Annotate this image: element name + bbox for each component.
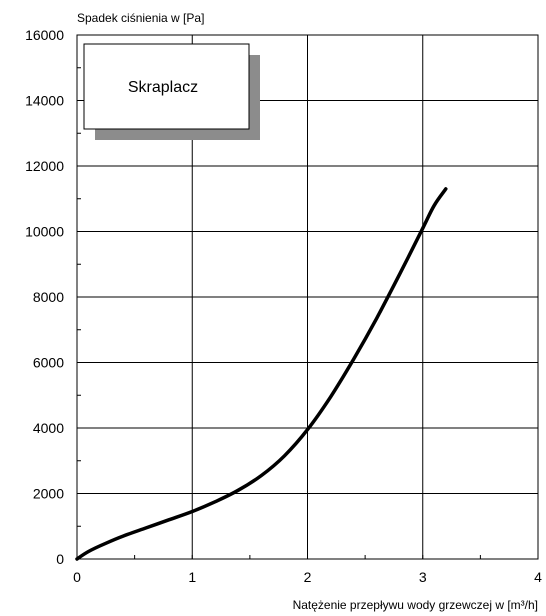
x-tick-labels: 0 1 2 3 4 xyxy=(73,569,542,585)
series-line xyxy=(75,187,448,561)
x-tick-label: 0 xyxy=(73,569,81,585)
minor-ticks xyxy=(76,34,539,560)
y-tick-label: 16000 xyxy=(25,27,64,43)
y-tick-labels: 0 2000 4000 6000 8000 10000 12000 14000 16000 xyxy=(25,27,64,567)
x-tick-label: 2 xyxy=(304,569,312,585)
y-tick-label: 12000 xyxy=(25,158,64,174)
annotation-box: Skraplacz xyxy=(83,43,260,140)
y-tick-label: 0 xyxy=(56,551,64,567)
y-tick-label: 8000 xyxy=(33,289,64,305)
y-tick-label: 6000 xyxy=(33,355,64,371)
x-tick-label: 3 xyxy=(419,569,427,585)
x-tick-label: 4 xyxy=(534,569,542,585)
x-tick-label: 1 xyxy=(188,569,196,585)
y-axis-title: Spadek ciśnienia w [Pa] xyxy=(77,11,204,25)
y-tick-label: 2000 xyxy=(33,486,64,502)
y-tick-label: 10000 xyxy=(25,224,64,240)
y-tick-label: 14000 xyxy=(25,93,64,109)
y-tick-label: 4000 xyxy=(33,420,64,436)
annotation-label: Skraplacz xyxy=(128,79,198,96)
annotation-frame xyxy=(83,43,250,130)
x-axis-title: Natężenie przepływu wody grzewczej w [m³… xyxy=(293,598,538,612)
